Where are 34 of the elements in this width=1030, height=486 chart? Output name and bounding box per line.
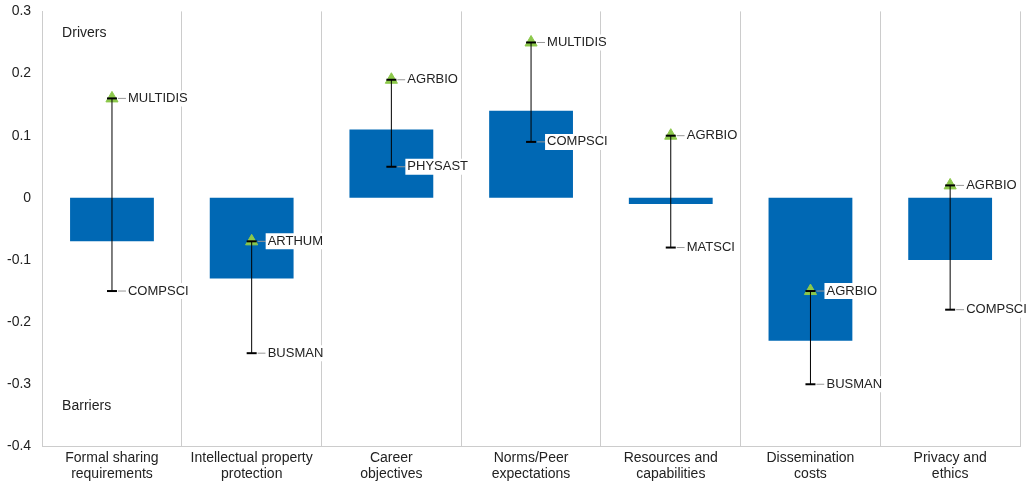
y-tick-label: 0.2 bbox=[11, 64, 32, 81]
x-tick-label: Dissemination costs bbox=[766, 448, 855, 482]
x-tick-label: Norms/Peer expectations bbox=[491, 448, 571, 482]
bar bbox=[908, 197, 993, 260]
annotation: MULTIDIS bbox=[127, 89, 189, 105]
annotation: MATSCI bbox=[686, 239, 735, 255]
y-tick-label: 0 bbox=[23, 188, 32, 205]
bar bbox=[628, 197, 713, 205]
annotation: ARTHUM bbox=[267, 232, 324, 248]
annotation: Barriers bbox=[62, 397, 112, 414]
x-tick-label: Career objectives bbox=[360, 448, 423, 482]
y-tick-label: -0.3 bbox=[7, 375, 32, 392]
annotation: PHYSAST bbox=[407, 158, 469, 174]
x-tick-label: Formal sharing requirements bbox=[65, 448, 159, 482]
x-tick-label: Resources and capabilities bbox=[623, 448, 718, 482]
x-tick-label: Privacy and ethics bbox=[913, 448, 987, 482]
annotation: Drivers bbox=[62, 24, 107, 41]
annotation: COMPSCI bbox=[966, 301, 1027, 317]
annotation: BUSMAN bbox=[267, 344, 324, 360]
annotation: COMPSCI bbox=[547, 133, 608, 149]
y-tick-label: -0.2 bbox=[7, 312, 32, 329]
annotation: AGRBIO bbox=[407, 71, 458, 87]
annotation: COMPSCI bbox=[127, 282, 189, 298]
y-tick-label: 0.1 bbox=[11, 126, 32, 143]
annotation: BUSMAN bbox=[826, 375, 883, 391]
annotation: AGRBIO bbox=[826, 282, 878, 298]
y-tick-label: 0.3 bbox=[11, 2, 32, 19]
annotation: AGRBIO bbox=[966, 176, 1017, 192]
y-tick-label: -0.4 bbox=[7, 437, 32, 454]
annotation: AGRBIO bbox=[686, 127, 738, 143]
bar bbox=[70, 197, 154, 242]
y-tick-label: -0.1 bbox=[7, 250, 32, 267]
x-tick-label: Intellectual property protection bbox=[190, 448, 313, 482]
annotation: MULTIDIS bbox=[547, 34, 608, 50]
